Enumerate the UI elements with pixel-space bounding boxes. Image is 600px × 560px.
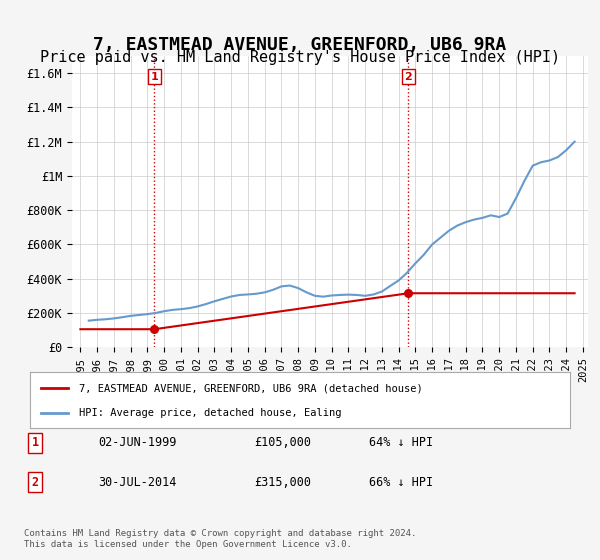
Text: 02-JUN-1999: 02-JUN-1999 [98,436,177,449]
Point [149,325,159,334]
Point [404,289,413,298]
Text: 2: 2 [31,475,38,488]
Text: £105,000: £105,000 [254,436,311,449]
Text: 1: 1 [31,436,38,449]
Text: Price paid vs. HM Land Registry's House Price Index (HPI): Price paid vs. HM Land Registry's House … [40,50,560,66]
Text: HPI: Average price, detached house, Ealing: HPI: Average price, detached house, Eali… [79,408,341,418]
Text: 1: 1 [151,72,158,82]
Text: 2: 2 [404,72,412,82]
Text: Contains HM Land Registry data © Crown copyright and database right 2024.
This d: Contains HM Land Registry data © Crown c… [24,529,416,549]
Text: 7, EASTMEAD AVENUE, GREENFORD, UB6 9RA: 7, EASTMEAD AVENUE, GREENFORD, UB6 9RA [94,36,506,54]
Text: 66% ↓ HPI: 66% ↓ HPI [369,475,433,488]
Text: £315,000: £315,000 [254,475,311,488]
Text: 64% ↓ HPI: 64% ↓ HPI [369,436,433,449]
Text: 7, EASTMEAD AVENUE, GREENFORD, UB6 9RA (detached house): 7, EASTMEAD AVENUE, GREENFORD, UB6 9RA (… [79,383,422,393]
Text: 30-JUL-2014: 30-JUL-2014 [98,475,177,488]
